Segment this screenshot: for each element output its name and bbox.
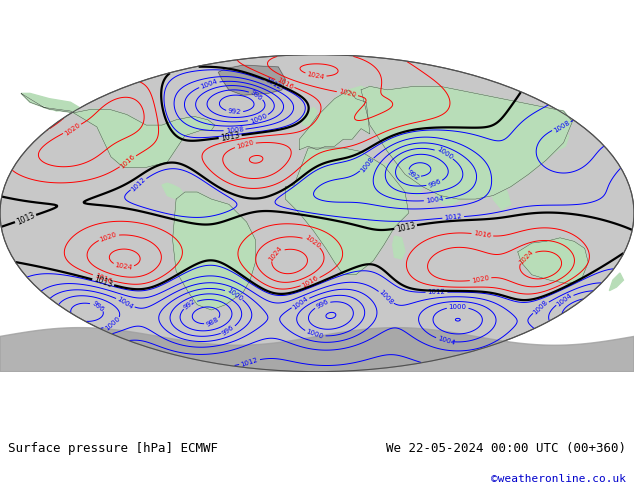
Text: 1016: 1016 [301,275,320,289]
Polygon shape [299,90,370,150]
Text: 1024: 1024 [114,263,133,271]
Text: 1012: 1012 [427,289,446,295]
Text: 1020: 1020 [303,234,321,250]
Text: 1016: 1016 [473,230,492,239]
Text: 1024: 1024 [268,245,283,263]
Polygon shape [384,164,423,196]
Text: 996: 996 [314,299,330,310]
Polygon shape [392,236,405,259]
Text: 1008: 1008 [225,126,244,134]
Text: 996: 996 [221,324,236,337]
Text: 1016: 1016 [93,272,112,284]
Text: 1004: 1004 [555,292,573,308]
Polygon shape [172,192,256,310]
Text: 996: 996 [91,300,105,313]
Text: 1024: 1024 [518,248,535,265]
Text: 988: 988 [205,317,220,328]
Text: 996: 996 [249,89,264,102]
Text: 996: 996 [427,178,442,189]
Polygon shape [218,65,285,95]
Text: 1012: 1012 [240,356,259,368]
Polygon shape [432,174,472,204]
Polygon shape [489,181,511,210]
Text: 1000: 1000 [306,329,324,340]
Text: 1013: 1013 [15,210,36,226]
Text: 1008: 1008 [552,119,571,133]
Polygon shape [546,134,569,157]
Text: Surface pressure [hPa] ECMWF: Surface pressure [hPa] ECMWF [8,442,217,455]
Text: 992: 992 [228,108,242,116]
Text: We 22-05-2024 00:00 UTC (00+360): We 22-05-2024 00:00 UTC (00+360) [386,442,626,455]
Text: 1020: 1020 [99,231,118,243]
Polygon shape [609,273,623,291]
Text: ©weatheronline.co.uk: ©weatheronline.co.uk [491,473,626,484]
Text: 1016: 1016 [276,76,294,91]
Polygon shape [162,183,185,199]
Polygon shape [0,328,634,371]
Polygon shape [361,86,573,199]
Polygon shape [21,94,79,113]
Text: 1000: 1000 [104,315,122,332]
Text: 1020: 1020 [338,89,357,99]
Text: 1000: 1000 [436,147,453,161]
Text: 1000: 1000 [226,287,243,302]
Text: 1013: 1013 [93,275,113,290]
Text: 1004: 1004 [425,196,444,204]
Ellipse shape [0,55,634,371]
Text: 1004: 1004 [291,295,309,311]
Text: 1012: 1012 [444,214,462,221]
Text: 1000: 1000 [449,304,467,310]
Text: 1012: 1012 [130,176,147,193]
Text: 1024: 1024 [306,71,325,80]
Text: 1013: 1013 [395,220,416,233]
Text: 1012: 1012 [264,77,283,91]
Polygon shape [518,238,588,284]
Text: 1000: 1000 [249,112,268,124]
Text: 1020: 1020 [63,122,81,136]
Text: 1004: 1004 [437,335,456,346]
Polygon shape [21,94,215,168]
Polygon shape [326,86,370,111]
Text: 1008: 1008 [532,299,549,316]
Text: 1013: 1013 [220,130,240,143]
Text: 992: 992 [406,169,420,181]
Text: 992: 992 [183,298,197,311]
Text: 1020: 1020 [471,274,490,284]
Text: 1008: 1008 [359,156,375,173]
Text: 1004: 1004 [116,295,134,310]
Text: 1020: 1020 [236,139,255,150]
Polygon shape [303,107,317,125]
Text: 1016: 1016 [119,153,136,170]
Text: 1004: 1004 [200,78,218,90]
Polygon shape [285,148,408,275]
Text: 1008: 1008 [378,289,394,306]
